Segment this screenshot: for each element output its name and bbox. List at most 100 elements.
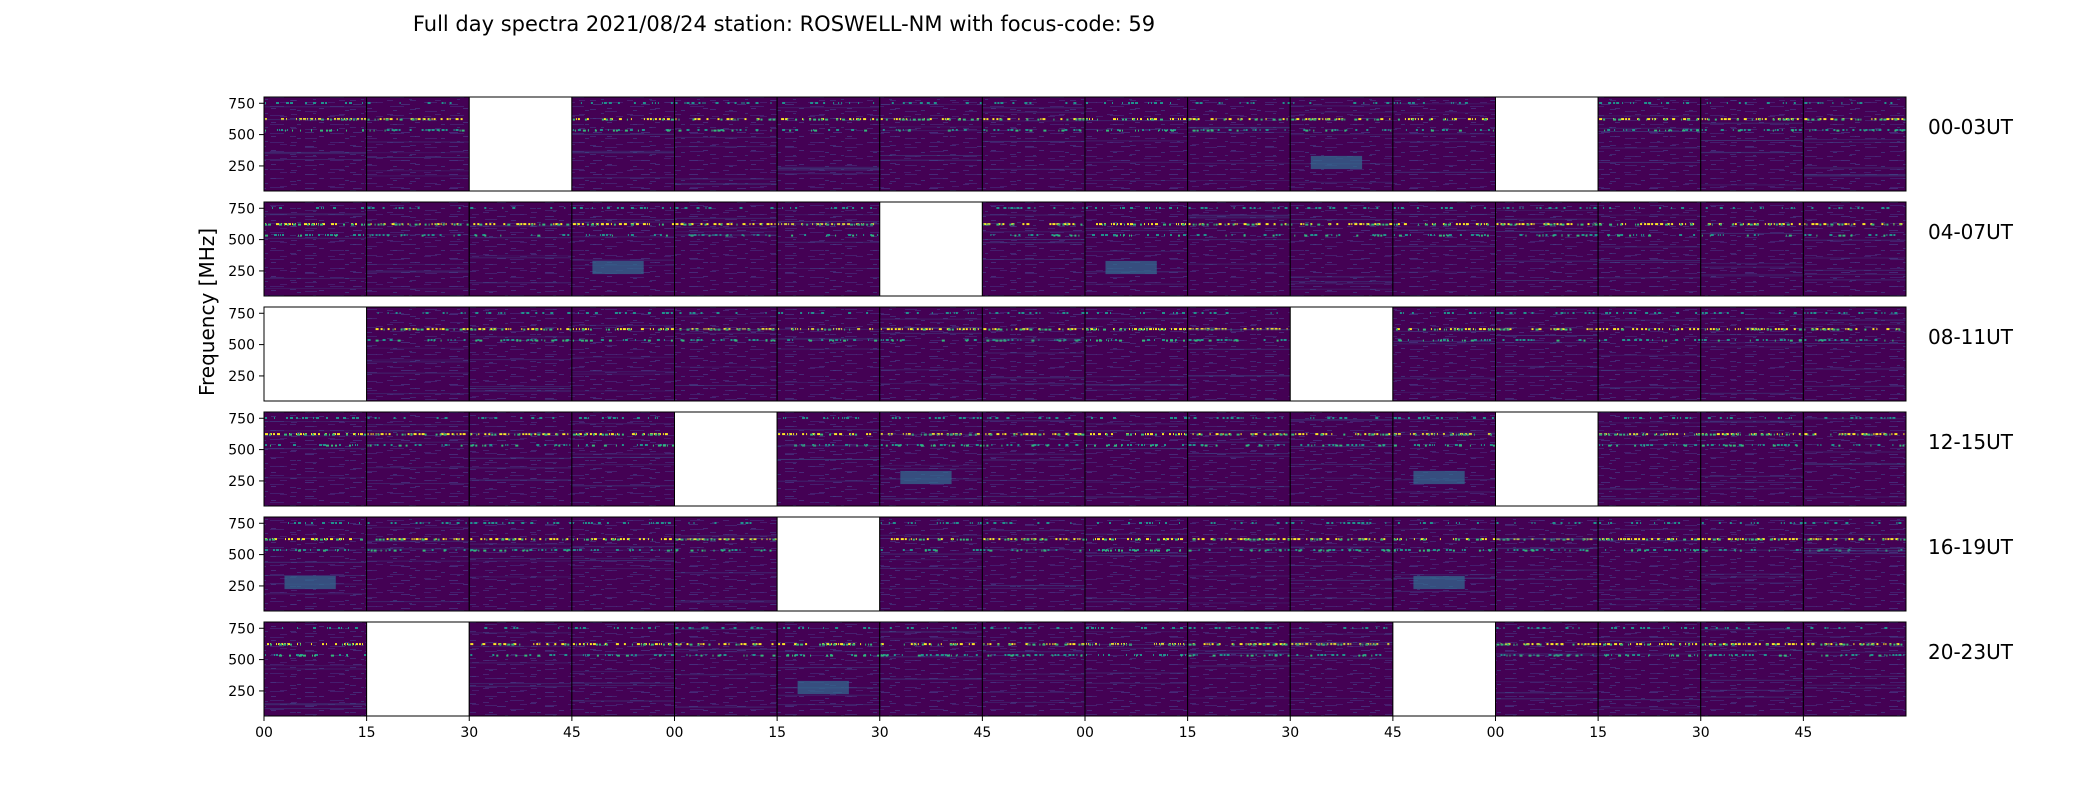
spectral-band-dot — [265, 129, 266, 132]
spectral-band-dot — [1329, 207, 1332, 209]
interference-line — [1392, 112, 1496, 114]
spectral-band-dot — [1561, 223, 1565, 226]
interference-line — [1495, 538, 1599, 539]
spectral-band-dot — [1815, 223, 1819, 226]
spectral-band-dot — [363, 234, 364, 236]
panel-noise-overlay — [469, 307, 572, 401]
spectral-band-dot — [1020, 207, 1023, 209]
spectral-band-dot — [1757, 234, 1759, 236]
interference-line — [1187, 180, 1291, 181]
spectral-band-dot — [885, 118, 888, 121]
spectral-band-dot — [1720, 129, 1724, 131]
spectrum-panel — [776, 411, 881, 507]
spectral-band-dot — [1822, 129, 1824, 131]
interference-line — [674, 136, 778, 138]
spectral-band-dot — [928, 417, 931, 419]
spectral-band-dot — [1146, 328, 1148, 331]
spectral-band-dot — [1681, 207, 1685, 209]
spectral-band-dot — [464, 312, 466, 314]
spectral-band-dot — [1486, 339, 1488, 341]
spectral-band-dot — [686, 129, 690, 131]
spectral-band-dot — [1051, 234, 1054, 236]
spectral-band-dot — [375, 234, 378, 236]
spectrum-panel — [1700, 306, 1804, 402]
interference-line — [1803, 279, 1906, 281]
spectral-band-dot — [927, 549, 931, 551]
spectral-band-dot — [743, 643, 747, 646]
spectral-band-dot — [1171, 328, 1172, 331]
spectral-band-dot — [425, 312, 429, 314]
spectral-band-dot — [1090, 328, 1093, 331]
spectral-band-dot — [370, 549, 373, 552]
spectral-band-dot — [1097, 129, 1098, 132]
spectral-band-dot — [740, 643, 743, 646]
spectral-band-dot — [1170, 339, 1173, 342]
spectral-band-dot — [1346, 129, 1348, 131]
spectral-band-dot — [1364, 433, 1367, 436]
spectral-band-dot — [1250, 433, 1252, 436]
spectral-band-dot — [582, 627, 586, 629]
spectral-band-dot — [607, 129, 609, 131]
spectral-band-dot — [1491, 417, 1494, 419]
spectral-band-dot — [723, 643, 727, 646]
panel-noise-overlay — [1187, 202, 1291, 296]
spectral-band-dot — [1747, 223, 1750, 226]
spectral-band-dot — [1478, 328, 1482, 331]
spectral-band-dot — [1210, 118, 1214, 121]
spectral-band-dot — [1396, 328, 1400, 331]
spectral-band-dot — [1159, 129, 1160, 131]
spectral-band-dot — [1062, 312, 1066, 314]
interference-line — [571, 671, 675, 673]
spectral-band-dot — [1150, 538, 1151, 541]
spectral-band-dot — [331, 654, 334, 657]
spectral-band-dot — [303, 433, 304, 436]
spectral-band-dot — [1397, 522, 1400, 524]
spectral-band-dot — [382, 339, 386, 341]
spectral-band-dot — [721, 627, 725, 629]
spectral-band-dot — [1706, 444, 1709, 446]
spectral-band-dot — [551, 549, 553, 551]
spectral-band-dot — [993, 522, 997, 524]
spectral-band-dot — [1224, 433, 1228, 436]
panel-frame — [1802, 411, 1907, 507]
spectral-band-dot — [787, 433, 789, 436]
spectral-band-dot — [697, 129, 700, 131]
spectral-band-dot — [1111, 538, 1114, 541]
spectral-band-dot — [1277, 207, 1280, 209]
spectral-band-dot — [1607, 538, 1611, 541]
spectral-band-dot — [686, 328, 690, 331]
spectral-band-dot — [1029, 312, 1032, 314]
spectrum-panel — [1187, 516, 1291, 612]
interference-line — [982, 459, 1085, 461]
spectral-band-dot — [566, 444, 568, 446]
spectral-band-dot — [1633, 234, 1635, 236]
spectral-band-dot — [1585, 234, 1588, 237]
spectral-band-dot — [1553, 538, 1555, 541]
interference-line — [264, 277, 367, 279]
panel-noise-overlay — [777, 97, 880, 191]
spectral-band-dot — [749, 223, 751, 226]
spectral-band-dot — [772, 654, 776, 657]
spectral-band-dot — [318, 234, 320, 236]
spectral-band-dot — [660, 538, 662, 541]
spectral-band-dot — [1903, 538, 1907, 541]
spectral-band-dot — [1282, 102, 1285, 104]
spectral-band-dot — [1011, 328, 1013, 331]
spectral-band-dot — [1433, 444, 1435, 446]
interference-line — [1598, 528, 1701, 530]
spectral-band-dot — [1689, 328, 1692, 331]
spectral-band-dot — [523, 328, 526, 331]
spectral-band-dot — [367, 433, 369, 436]
spectral-band-dot — [1175, 433, 1177, 436]
spectral-band-dot — [615, 643, 619, 646]
spectral-band-dot — [972, 312, 974, 314]
spectral-band-dot — [785, 118, 789, 121]
spectral-band-dot — [945, 312, 949, 314]
spectral-band-dot — [858, 417, 860, 419]
spectral-band-dot — [291, 538, 293, 541]
spectral-band-dot — [1811, 538, 1813, 541]
spectral-band-dot — [965, 339, 968, 342]
missing-panel — [777, 517, 880, 611]
spectral-band-dot — [1709, 433, 1712, 436]
spectral-band-dot — [498, 312, 500, 314]
